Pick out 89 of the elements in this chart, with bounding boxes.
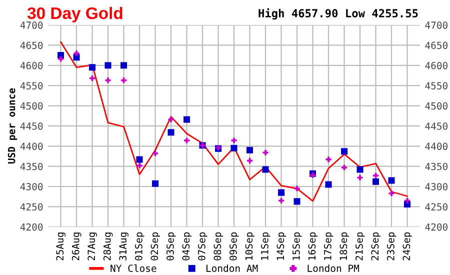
x-tick-label: 02Sep — [150, 232, 160, 260]
y-tick-label: 4300 — [20, 183, 43, 190]
point — [152, 150, 158, 156]
x-tick-label: 21Sep — [355, 232, 365, 260]
y-tick-label: 4600 — [20, 62, 43, 70]
y-tick-label: 4350 — [20, 162, 43, 170]
point — [325, 181, 332, 188]
point — [262, 150, 268, 156]
y-tick-label: 4250 — [20, 203, 43, 211]
point — [152, 180, 159, 187]
point — [278, 198, 284, 204]
x-tick-label: 10Sep — [245, 232, 254, 260]
point — [278, 189, 285, 196]
y2-tick-label: 4600 — [425, 62, 448, 70]
y-tick-label: 4450 — [20, 122, 43, 130]
point — [388, 190, 394, 196]
point — [136, 156, 143, 163]
y2-tick-label: 4400 — [425, 142, 448, 150]
point — [357, 174, 363, 180]
line-series — [60, 41, 408, 202]
point — [88, 64, 96, 71]
legend-label: NY Close — [110, 264, 156, 272]
x-tick-label: 27Aug — [88, 232, 97, 260]
point — [120, 78, 127, 84]
y-tick-label: 4500 — [20, 102, 43, 110]
y2-tick-label: 4700 — [425, 22, 448, 29]
y2-tick-label: 4650 — [425, 42, 448, 50]
x-tick-label: 11Sep — [260, 232, 270, 260]
point — [356, 166, 364, 173]
point — [404, 198, 410, 204]
x-tick-label: 01Sep — [134, 232, 144, 260]
point — [168, 116, 174, 122]
point — [120, 62, 128, 69]
x-tick-label: 07Sep — [198, 232, 208, 260]
x-tick-label: 18Sep — [340, 232, 349, 260]
x-tick-label: 23Sep — [386, 232, 396, 260]
point — [294, 198, 300, 205]
point — [105, 78, 111, 84]
chart-title: 30 Day Gold — [27, 6, 122, 22]
point — [326, 156, 332, 162]
x-tick-label: 08Sep — [214, 232, 223, 260]
point — [58, 56, 64, 62]
point — [230, 144, 238, 152]
point — [262, 166, 269, 173]
x-tick-label: 15Sep — [292, 232, 302, 260]
point — [73, 54, 80, 61]
x-tick-label: 09Sep — [229, 232, 239, 260]
x-tick-label: 28Aug — [103, 232, 113, 260]
point — [246, 158, 253, 164]
point — [184, 138, 190, 144]
y2-tick-label: 4500 — [425, 102, 448, 110]
point — [74, 50, 80, 56]
y-tick-label: 4650 — [20, 42, 43, 50]
x-tick-label: 03Sep — [166, 232, 176, 260]
point — [231, 138, 237, 144]
x-tick-label: 16Sep — [308, 232, 318, 260]
chart-subtitle: High 4657.90 Low 4255.55 — [258, 8, 418, 20]
x-tick-label: 14Sep — [276, 232, 286, 260]
x-tick-label: 25Aug — [56, 232, 66, 260]
point — [246, 146, 254, 154]
legend-label: London AM — [206, 264, 258, 272]
point — [168, 129, 174, 136]
point — [388, 177, 395, 184]
y2-tick-label: 4450 — [425, 122, 448, 130]
x-tick-label: 17Sep — [324, 232, 334, 260]
y-tick-label: 4400 — [20, 142, 43, 150]
x-tick-label: 04Sep — [182, 232, 192, 260]
point — [341, 164, 348, 170]
x-tick-label: 22Sep — [371, 232, 380, 260]
legend-label: London PM — [308, 264, 360, 272]
y2-tick-label: 4200 — [425, 223, 448, 231]
point — [372, 178, 380, 185]
y2-tick-label: 4250 — [425, 203, 448, 211]
x-tick-label: 31Aug — [119, 232, 128, 260]
x-tick-label: 24Sep — [402, 232, 412, 260]
y-tick-label: 4200 — [20, 223, 43, 231]
point — [294, 186, 300, 192]
point — [104, 62, 112, 69]
point — [136, 162, 142, 168]
x-tick-label: 26Aug — [72, 232, 82, 260]
y2-tick-label: 4350 — [425, 162, 448, 170]
y2-tick-label: 4550 — [425, 82, 448, 90]
y-tick-label: 4550 — [20, 82, 43, 90]
y2-tick-label: 4300 — [425, 183, 448, 190]
y-axis-title: USD per ounce — [8, 88, 18, 164]
point — [340, 148, 348, 155]
point — [372, 172, 379, 178]
point — [183, 116, 190, 123]
y-tick-label: 4700 — [20, 22, 43, 29]
